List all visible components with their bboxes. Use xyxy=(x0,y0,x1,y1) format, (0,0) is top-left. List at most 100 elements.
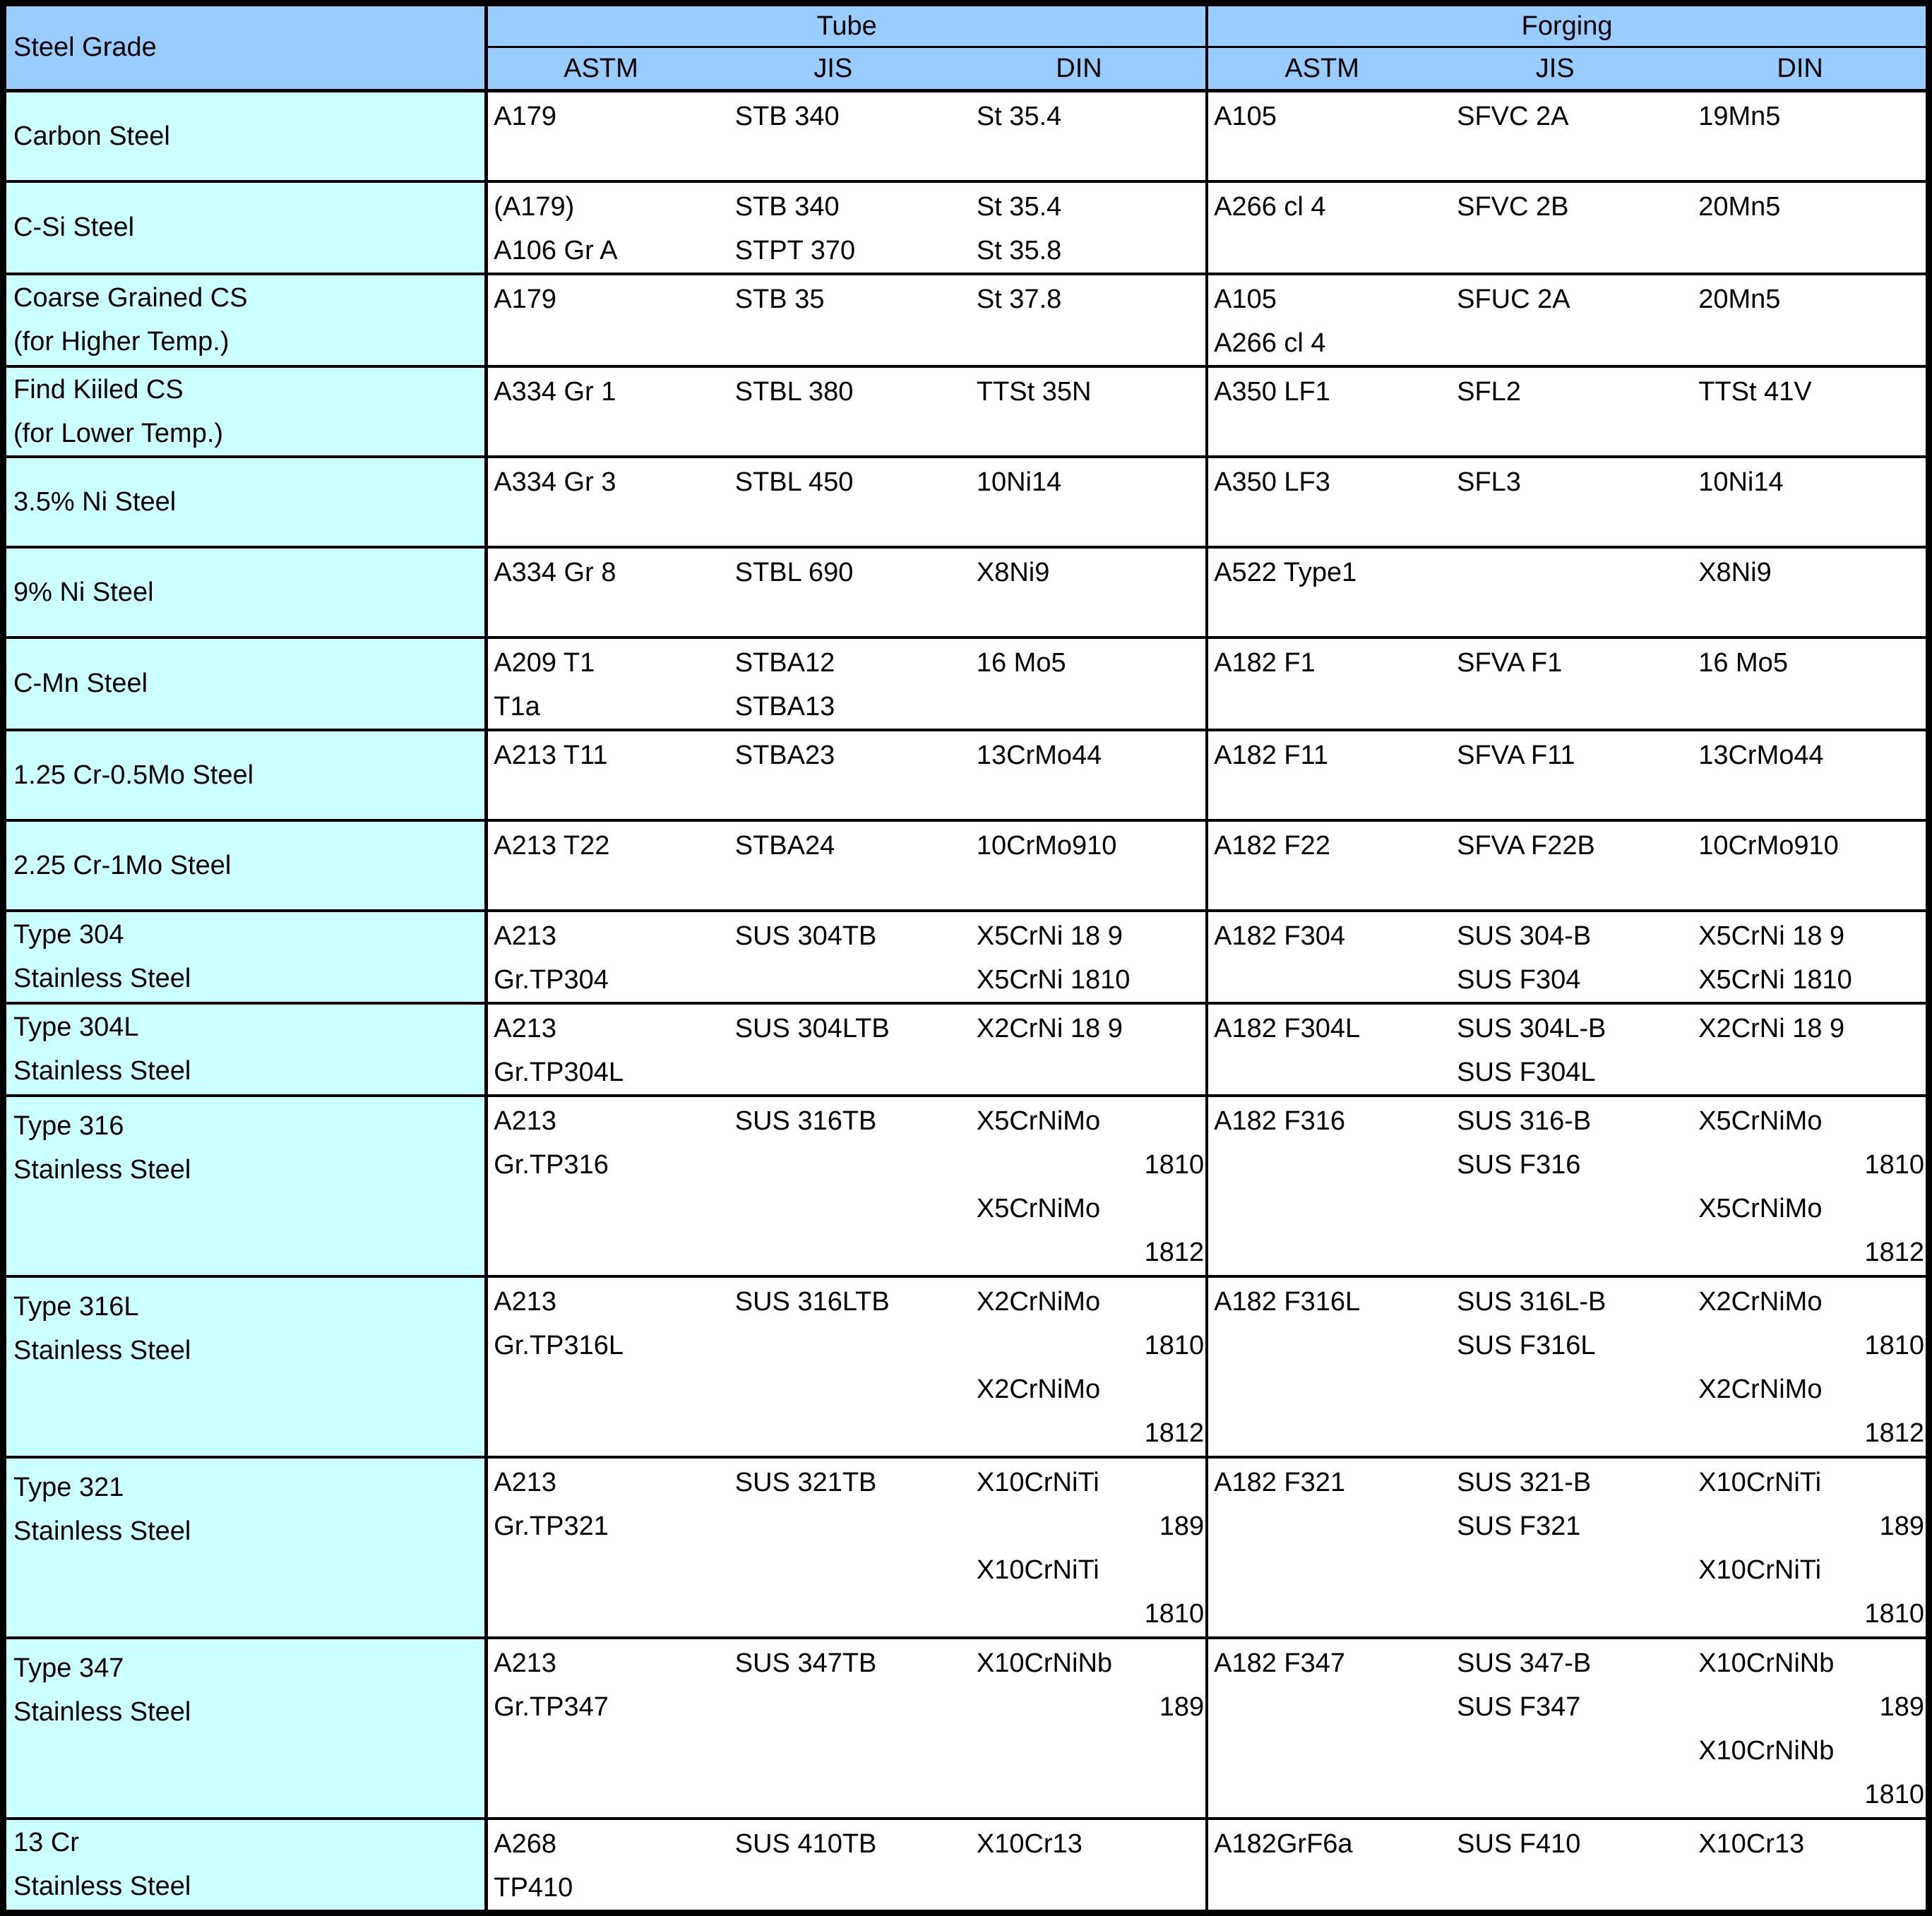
tube-jis-cell: STB 340 xyxy=(713,90,953,183)
tube-astm-cell: A213 Gr.TP304L xyxy=(486,1002,714,1097)
tube-astm-cell: A213 Gr.TP316L xyxy=(486,1276,714,1459)
tube-din-cell: X5CrNiMo 1810 X5CrNiMo 1812 xyxy=(952,1095,1209,1278)
standard-designation: 13CrMo44 xyxy=(976,740,1102,770)
standard-designation: 16 Mo5 xyxy=(976,647,1066,678)
standard-designation: A334 Gr 1 xyxy=(494,376,616,407)
table-row: Find Kiiled CS (for Lower Temp.) A334 Gr 1… xyxy=(3,366,1929,458)
steel-grade-cell: 2.25 Cr-1Mo Steel xyxy=(3,820,489,912)
table-row: Type 316L Stainless Steel A213 Gr.TP316L SUS… xyxy=(3,1276,1929,1459)
tube-din-cell: X5CrNi 18 9 X5CrNi 1810 xyxy=(952,910,1209,1005)
standard-designation: X8Ni9 xyxy=(976,557,1050,587)
steel-grade-cell: Type 321 Stainless Steel xyxy=(3,1456,489,1639)
standard-designation: SFUC 2A xyxy=(1457,284,1570,314)
standard-designation: STBL 450 xyxy=(734,467,854,497)
forging-jis-cell: SFVC 2A xyxy=(1436,90,1675,183)
standard-designation: A350 LF3 xyxy=(1214,467,1330,497)
standard-designation: A105 xyxy=(1214,284,1277,314)
standard-designation: X10Cr13 xyxy=(976,1828,1083,1859)
tube-astm-cell: A334 Gr 1 xyxy=(486,366,714,458)
tube-astm-cell: A213 T22 xyxy=(486,820,714,912)
table-row: Type 316 Stainless Steel A213 Gr.TP316 SUS 3… xyxy=(3,1095,1929,1278)
standard-designation: X5CrNi 18 9 xyxy=(1698,921,1845,951)
tube-jis-cell: SUS 321TB xyxy=(713,1456,953,1639)
tube-jis-cell: SUS 410TB xyxy=(713,1818,953,1915)
standard-designation: STBA13 xyxy=(734,691,835,722)
steel-grade-cell: 9% Ni Steel xyxy=(3,546,489,639)
standard-designation: STB 340 xyxy=(734,191,840,222)
forging-astm-cell: A182 F304 xyxy=(1207,910,1436,1005)
forging-astm-cell: A105 xyxy=(1207,90,1436,183)
standard-designation: TTSt 35N xyxy=(976,376,1092,407)
forging-din-cell: 16 Mo5 xyxy=(1674,637,1929,731)
standard-designation: A213 T22 xyxy=(494,830,610,861)
standard-designation: X10CrNiTi xyxy=(1698,1555,1822,1585)
steel-grade-label: Type 316L xyxy=(13,1291,139,1322)
standard-designation: X2CrNiMo xyxy=(976,1286,1101,1317)
steel-grade-cell: Type 316 Stainless Steel xyxy=(3,1095,489,1278)
standard-designation: St 35.4 xyxy=(976,102,1062,131)
steel-grade-label: Stainless Steel xyxy=(13,1335,191,1365)
forging-astm-cell: A182GrF6a xyxy=(1207,1818,1436,1915)
steel-grade-cell: Type 304L Stainless Steel xyxy=(3,1002,489,1097)
forging-din-cell: X5CrNiMo 1810 X5CrNiMo 1812 xyxy=(1674,1095,1929,1278)
standard-designation: SUS 316-B xyxy=(1457,1106,1592,1136)
tube-astm-header: ASTM xyxy=(486,47,714,92)
table-row: C-Si Steel (A179) A106 Gr A STB 340 STPT 370… xyxy=(3,181,1929,275)
standard-designation: Gr.TP321 xyxy=(494,1511,609,1541)
standard-designation: X10CrNiTi xyxy=(976,1467,1099,1497)
standard-designation: 10Ni14 xyxy=(1698,467,1784,497)
standard-designation: 10CrMo910 xyxy=(1698,830,1839,861)
tube-din-cell: TTSt 35N xyxy=(952,366,1209,458)
standard-designation: A213 xyxy=(494,1106,556,1136)
table-row: Carbon Steel A179 STB 340 St 35.4 A105 SFVC 2… xyxy=(3,90,1929,183)
table-row: 3.5% Ni Steel A334 Gr 3 STBL 450 10Ni14 A350… xyxy=(3,456,1929,549)
steel-grade-label: Type 321 xyxy=(13,1472,124,1502)
tube-din-cell: St 37.8 xyxy=(952,273,1209,368)
forging-astm-cell: A350 LF1 xyxy=(1207,366,1436,458)
tube-din-cell: X8Ni9 xyxy=(952,546,1209,639)
tube-astm-cell: A179 xyxy=(486,273,714,368)
tube-astm-cell: A213 Gr.TP347 xyxy=(486,1637,714,1820)
standard-designation: X10CrNiNb xyxy=(1698,1648,1835,1678)
tube-jis-cell: STBL 450 xyxy=(713,456,953,549)
steel-grade-label: 1.25 Cr-0.5Mo Steel xyxy=(13,760,254,790)
tube-jis-cell: SUS 304TB xyxy=(713,910,953,1005)
standard-designation: SUS 410TB xyxy=(734,1828,877,1859)
steel-grade-cell: 13 Cr Stainless Steel xyxy=(3,1818,489,1915)
table-row: 2.25 Cr-1Mo Steel A213 T22 STBA24 10CrMo910… xyxy=(3,820,1929,912)
standard-designation: A105 xyxy=(1214,102,1277,131)
tube-din-cell: 10Ni14 xyxy=(952,456,1209,549)
standard-designation: A182 F11 xyxy=(1214,740,1329,770)
forging-astm-cell: A182 F304L xyxy=(1207,1002,1436,1097)
standard-designation: A268 xyxy=(494,1828,556,1859)
steel-grade-header: Steel Grade xyxy=(3,3,489,92)
standard-designation: 20Mn5 xyxy=(1698,191,1781,222)
standard-designation: SFVA F1 xyxy=(1457,647,1563,678)
forging-din-cell: TTSt 41V xyxy=(1674,366,1929,458)
forging-astm-cell: A182 F347 xyxy=(1207,1637,1436,1820)
standard-designation: X5CrNiMo xyxy=(976,1106,1101,1136)
tube-astm-cell: A213 Gr.TP316 xyxy=(486,1095,714,1278)
standard-designation: 1812 xyxy=(1144,1237,1205,1267)
steel-grade-label: Stainless Steel xyxy=(13,1872,191,1902)
standard-designation: SUS F316L xyxy=(1457,1330,1596,1360)
standard-designation: A182 F1 xyxy=(1214,647,1316,678)
steel-grade-cell: Type 316L Stainless Steel xyxy=(3,1276,489,1459)
tube-jis-cell: STBA12 STBA13 xyxy=(713,637,953,731)
steel-grade-label: Stainless Steel xyxy=(13,1516,191,1546)
forging-jis-cell: SFVA F1 xyxy=(1436,637,1675,731)
standard-designation: STBA12 xyxy=(734,647,835,678)
standard-designation: SFVC 2B xyxy=(1457,191,1569,222)
forging-astm-header: ASTM xyxy=(1207,47,1436,92)
forging-jis-cell: SUS 304L-B SUS F304L xyxy=(1436,1002,1675,1097)
forging-jis-cell: SFVA F11 xyxy=(1436,729,1675,822)
standard-designation: 1810 xyxy=(1144,1598,1205,1629)
standard-designation: A182 F316L xyxy=(1214,1286,1361,1317)
standard-designation: X8Ni9 xyxy=(1698,557,1772,587)
forging-din-cell: 10Ni14 xyxy=(1674,456,1929,549)
forging-astm-cell: A350 LF3 xyxy=(1207,456,1436,549)
standard-designation: 1810 xyxy=(1864,1779,1924,1809)
steel-grade-label: C-Mn Steel xyxy=(13,669,148,699)
standard-designation: A213 xyxy=(494,1648,556,1678)
